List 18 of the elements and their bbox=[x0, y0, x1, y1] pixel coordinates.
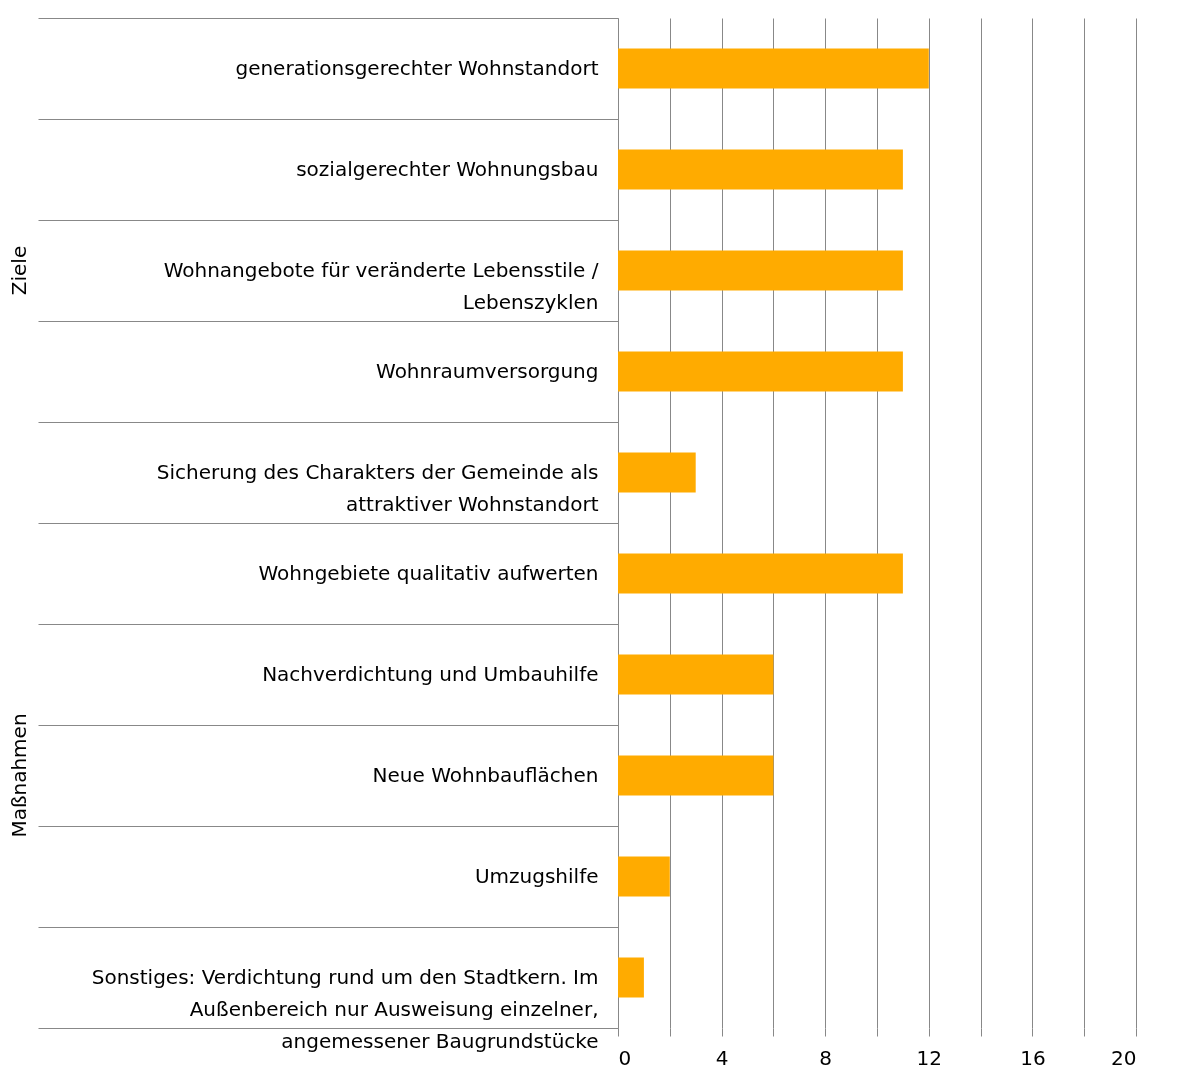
text: Maßnahmen bbox=[7, 713, 31, 838]
y-tick-label: Sicherung des Charakters der Gemeinde als attraktiver Wohnstandort bbox=[156, 460, 599, 516]
x-tick-label: 8 bbox=[819, 1045, 833, 1066]
y-tick-label: Wohngebiete qualitativ aufwerten bbox=[258, 561, 599, 585]
x-tick-label: 4 bbox=[715, 1045, 729, 1066]
y-tick-label: Umzugshilfe bbox=[474, 864, 599, 888]
y-tick-label: Wohnangebote für veränderte Lebensstile / Lebenszyklen bbox=[163, 258, 599, 314]
y-tick-label: Nachverdichtung und Umbauhilfe bbox=[262, 662, 599, 686]
x-tick-label: 12 bbox=[916, 1045, 943, 1066]
y-tick-label: Neue Wohnbauflächen bbox=[372, 763, 599, 787]
text: Ziele bbox=[7, 245, 31, 296]
y-tick-label: generationsgerechter Wohnstandort bbox=[235, 56, 599, 80]
y-tick-label: Sonstiges: Verdichtung rund um den Stadtkern. Im Außenbereich nur Ausweisung einzelner, angemessener Baugrundstücke bbox=[91, 965, 599, 1053]
x-tick-label: 20 bbox=[1111, 1045, 1137, 1066]
y-tick-label: Wohnraumversorgung bbox=[376, 359, 599, 383]
x-tick-label: 0 bbox=[618, 1045, 632, 1066]
x-tick-label: 16 bbox=[1020, 1045, 1046, 1066]
y-tick-label: sozialgerechter Wohnungsbau bbox=[296, 157, 599, 181]
